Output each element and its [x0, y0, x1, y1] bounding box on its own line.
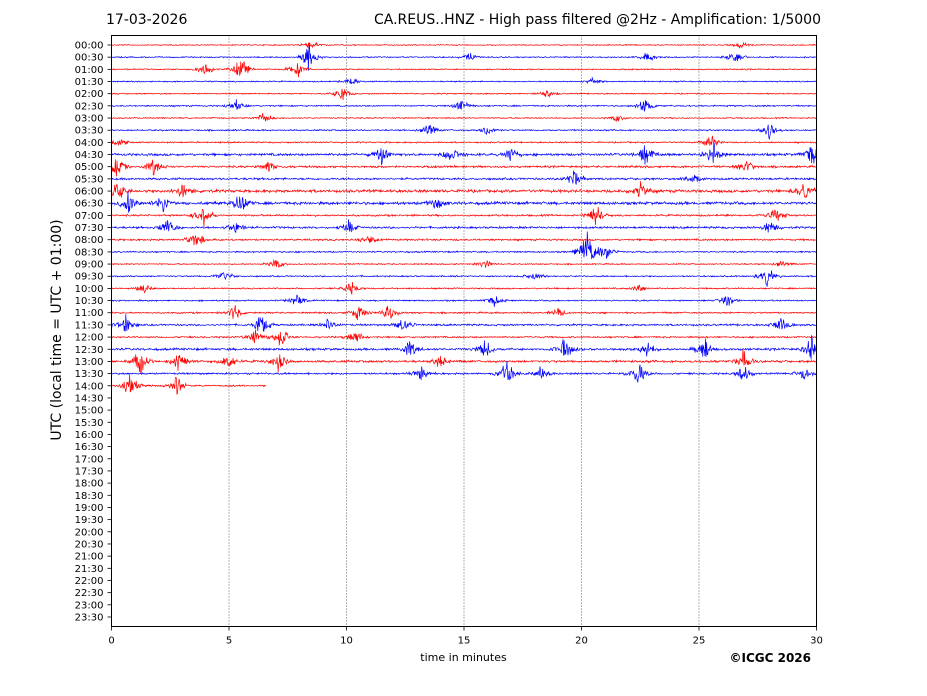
- y-tick-label: 05:00: [75, 162, 104, 173]
- y-tick-label: 09:30: [75, 272, 104, 283]
- y-tick-label: 16:00: [75, 430, 104, 441]
- y-tick-label: 06:30: [75, 199, 104, 210]
- seismic-trace-1400: [111, 374, 267, 396]
- y-tick-label: 04:00: [75, 138, 104, 149]
- seismic-trace-1000: [111, 281, 817, 295]
- x-tick-label: 30: [810, 636, 823, 647]
- seismic-trace-0330: [111, 124, 817, 140]
- y-tick-label: 19:00: [75, 503, 104, 514]
- y-tick-label: 23:00: [75, 600, 104, 611]
- y-tick-label: 18:30: [75, 491, 104, 502]
- y-tick-label: 13:00: [75, 357, 104, 368]
- y-tick-label: 01:30: [75, 77, 104, 88]
- y-tick-label: 21:30: [75, 564, 104, 575]
- seismic-trace-0700: [111, 206, 817, 228]
- y-tick-label: 20:30: [75, 539, 104, 550]
- seismic-trace-0130: [111, 76, 817, 85]
- chart-date: 17-03-2026: [106, 12, 188, 28]
- plot-frame: [111, 35, 817, 627]
- y-tick-label: 06:00: [75, 187, 104, 198]
- x-axis-label: time in minutes: [420, 651, 507, 664]
- y-tick-label: 10:00: [75, 284, 104, 295]
- y-tick-label: 10:30: [75, 296, 104, 307]
- seismic-trace-0730: [111, 219, 817, 234]
- y-tick-label: 19:30: [75, 515, 104, 526]
- seismic-trace-0000: [111, 41, 817, 49]
- seismic-trace-0200: [111, 88, 817, 101]
- y-tick-label: 12:30: [75, 345, 104, 356]
- seismic-trace-0030: [111, 44, 817, 71]
- y-tick-label: 15:30: [75, 418, 104, 429]
- y-tick-label: 01:00: [75, 65, 104, 76]
- seismic-trace-0530: [111, 170, 817, 185]
- y-tick-label: 22:30: [75, 588, 104, 599]
- seismic-trace-0430: [111, 142, 817, 166]
- y-tick-label: 14:00: [75, 381, 104, 392]
- seismic-trace-0900: [111, 259, 817, 269]
- y-tick-label: 22:00: [75, 576, 104, 587]
- x-tick-label: 20: [575, 636, 588, 647]
- seismic-trace-1130: [111, 314, 817, 333]
- seismic-trace-0300: [111, 113, 817, 123]
- y-tick-label: 12:00: [75, 333, 104, 344]
- seismic-trace-1030: [111, 294, 817, 307]
- y-tick-label: 20:00: [75, 527, 104, 538]
- y-tick-label: 02:00: [75, 89, 104, 100]
- y-tick-label: 08:00: [75, 235, 104, 246]
- seismic-trace-1230: [111, 335, 817, 360]
- grid-lines: [228, 35, 700, 627]
- y-tick-label: 09:00: [75, 260, 104, 271]
- y-tick-label: 02:30: [75, 101, 104, 112]
- y-tick-label: 04:30: [75, 150, 104, 161]
- x-axis-ticks: 0 5 10 15 20 25 30: [108, 626, 823, 647]
- y-tick-label: 17:30: [75, 466, 104, 477]
- y-tick-label: 07:00: [75, 211, 104, 222]
- seismic-traces: [111, 41, 817, 396]
- copyright-label: ©ICGC 2026: [729, 651, 811, 665]
- y-tick-label: 11:30: [75, 320, 104, 331]
- seismic-trace-0230: [111, 99, 817, 112]
- y-tick-label: 08:30: [75, 247, 104, 258]
- y-tick-label: 03:00: [75, 114, 104, 125]
- chart-title: CA.REUS..HNZ - High pass filtered @2Hz -…: [374, 12, 821, 28]
- x-tick-label: 5: [226, 636, 232, 647]
- y-tick-label: 05:30: [75, 174, 104, 185]
- seismic-trace-0800: [111, 235, 817, 246]
- y-tick-label: 17:00: [75, 454, 104, 465]
- seismic-trace-1200: [111, 329, 817, 346]
- y-tick-label: 15:00: [75, 406, 104, 417]
- x-tick-label: 25: [693, 636, 706, 647]
- y-tick-label: 11:00: [75, 308, 104, 319]
- seismic-trace-0600: [111, 181, 817, 199]
- seismic-trace-1100: [111, 305, 817, 321]
- seismic-trace-0400: [111, 135, 817, 146]
- y-tick-label: 23:30: [75, 612, 104, 623]
- x-tick-label: 15: [458, 636, 471, 647]
- y-tick-label: 03:30: [75, 126, 104, 137]
- x-tick-label: 0: [108, 636, 114, 647]
- y-tick-label: 18:00: [75, 479, 104, 490]
- y-axis-label: UTC (local time = UTC + 01:00): [49, 219, 65, 441]
- seismic-trace-1330: [111, 361, 817, 383]
- y-tick-label: 21:00: [75, 552, 104, 563]
- seismic-trace-0930: [111, 270, 817, 287]
- y-tick-label: 07:30: [75, 223, 104, 234]
- seismic-trace-0630: [111, 190, 817, 213]
- seismic-trace-0830: [111, 231, 817, 259]
- y-tick-label: 00:00: [75, 41, 104, 52]
- y-tick-label: 16:30: [75, 442, 104, 453]
- x-tick-label: 10: [340, 636, 353, 647]
- y-tick-label: 00:30: [75, 53, 104, 64]
- y-tick-label: 14:30: [75, 393, 104, 404]
- seismic-trace-1300: [111, 348, 817, 375]
- seismic-trace-0500: [111, 159, 817, 177]
- y-tick-label: 13:30: [75, 369, 104, 380]
- seismic-trace-0100: [111, 61, 817, 78]
